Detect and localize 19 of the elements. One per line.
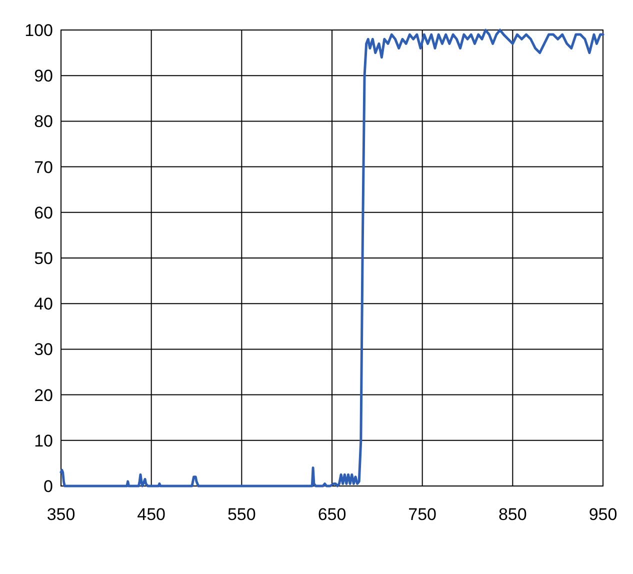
y-tick-label: 90 <box>34 66 53 86</box>
x-tick-label: 950 <box>588 505 618 524</box>
x-tick-label: 650 <box>318 505 346 524</box>
y-tick-label: 80 <box>34 112 53 132</box>
y-tick-label: 70 <box>34 158 53 177</box>
x-tick-label: 550 <box>227 505 256 524</box>
line-series <box>60 28 604 488</box>
y-tick-label: 0 <box>44 476 53 496</box>
y-tick-label: 30 <box>34 340 53 360</box>
y-tick-label: 40 <box>34 294 53 314</box>
y-tick-label: 60 <box>34 203 53 222</box>
y-tick-label: 10 <box>34 431 53 450</box>
x-tick-label: 850 <box>498 505 527 524</box>
y-tick-label: 100 <box>24 20 53 40</box>
x-tick-label: 750 <box>408 505 437 524</box>
y-tick-label: 50 <box>34 248 53 268</box>
x-tick-label: 450 <box>137 505 166 524</box>
x-tick-label: 350 <box>46 505 76 524</box>
y-tick-label: 20 <box>34 386 53 405</box>
